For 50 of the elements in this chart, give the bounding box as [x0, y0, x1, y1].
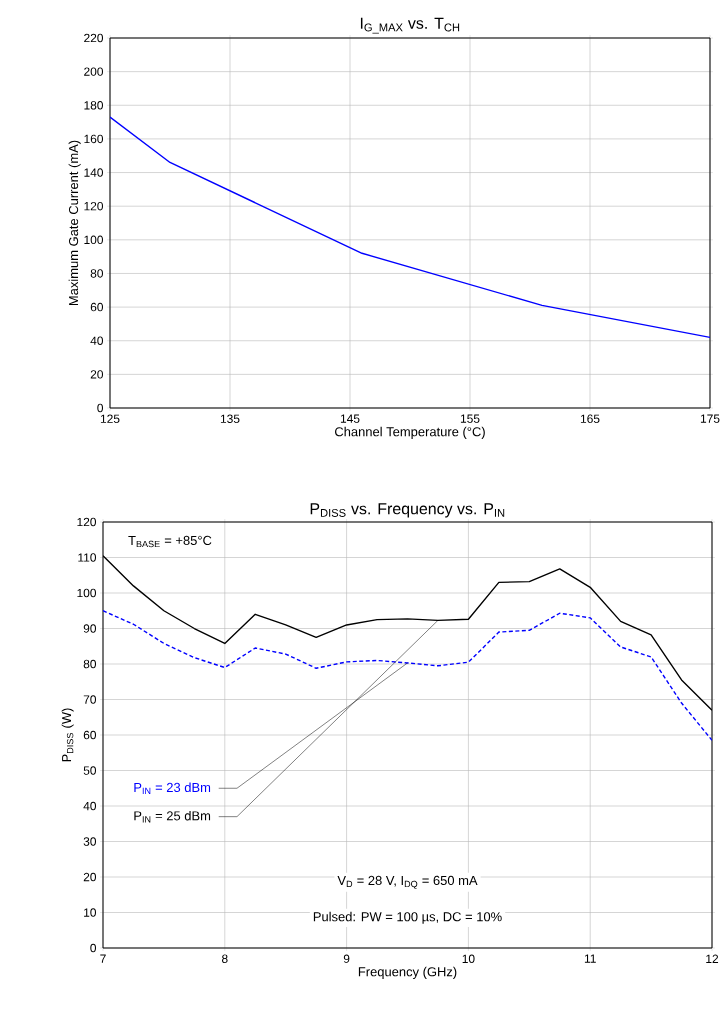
y-tick-label: 60 [83, 730, 97, 740]
x-tick-label: 8 [221, 954, 228, 963]
chart-title: I$_{G_MAX}$ vs. T$_{CH}$ [360, 17, 460, 34]
y-tick-label: 140 [84, 168, 104, 177]
annotation: V$_{D}$ = 28 V, I$_{DQ}$ = 650 mA [337, 875, 478, 889]
x-tick-label: 155 [460, 414, 480, 423]
y-tick-label: 90 [83, 624, 97, 633]
line-series [103, 610, 713, 742]
line-series [110, 116, 711, 339]
y-tick-label: 50 [83, 766, 97, 775]
x-tick-label: 165 [580, 414, 600, 423]
y-tick-label: 70 [83, 695, 97, 704]
text: P$_{IN}$ = 25 dBm [134, 810, 211, 823]
x-tick-label: 11 [584, 954, 596, 963]
y-tick-label: 110 [78, 553, 97, 562]
y-tick-label: 40 [83, 801, 97, 811]
x-tick-label: 175 [700, 414, 720, 423]
annotation: Pulsed: PW = 100 µs, DC = 10% [313, 911, 502, 924]
y-tick-label: 80 [90, 269, 104, 278]
y-tick-label: 30 [83, 837, 97, 846]
y-tick-label: 40 [90, 336, 104, 345]
text: P$_{IN}$ = 23 dBm [134, 782, 211, 795]
y-tick-label: 60 [90, 302, 104, 312]
y-tick-label: 200 [84, 67, 104, 76]
x-tick-label: 9 [343, 954, 350, 963]
y-tick-label: 10 [84, 908, 97, 917]
y-tick-label: 100 [77, 588, 97, 598]
x-tick-label: 12 [706, 954, 719, 963]
y-tick-label: 120 [84, 201, 104, 211]
y-tick-label: 160 [84, 134, 104, 144]
y-tick-label: 80 [83, 659, 97, 669]
x-tick-label: 10 [462, 954, 475, 963]
x-tick-label: 135 [220, 414, 240, 423]
x-tick-label: 145 [340, 414, 360, 423]
x-tick-label: 7 [100, 954, 106, 963]
chart-title: P$_{DISS}$ vs. Frequency vs. P$_{IN}$ [310, 503, 505, 518]
y-axis-title: P$_{DISS}$ (W) [61, 708, 74, 762]
y-tick-label: 0 [97, 403, 104, 413]
annotation: T$_{BASE}$ = +85°C [128, 535, 212, 548]
x-axis-title: Frequency (GHz) [358, 966, 457, 979]
y-tick-label: 20 [90, 370, 104, 379]
y-tick-label: 0 [90, 943, 97, 953]
y-tick-label: 20 [83, 872, 97, 882]
x-tick-label: 125 [100, 414, 120, 423]
x-axis-title: Channel Temperature (°C) [335, 426, 485, 439]
y-tick-label: 120 [77, 517, 97, 527]
y-tick-label: 220 [84, 33, 104, 43]
y-tick-label: 180 [84, 101, 104, 110]
y-axis-title: Maximum Gate Current (mA) [68, 140, 81, 306]
y-tick-label: 100 [84, 235, 104, 245]
